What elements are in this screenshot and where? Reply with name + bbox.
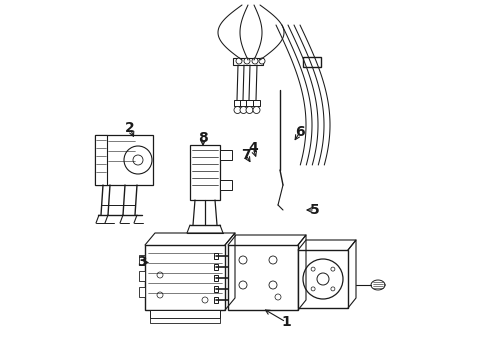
Circle shape [251, 58, 258, 64]
Text: 4: 4 [247, 141, 257, 155]
Circle shape [274, 294, 281, 300]
Text: 8: 8 [198, 131, 207, 145]
Circle shape [133, 155, 142, 165]
Circle shape [303, 259, 342, 299]
Circle shape [310, 287, 314, 291]
Circle shape [157, 292, 163, 298]
Circle shape [202, 297, 207, 303]
Circle shape [157, 272, 163, 278]
Bar [214, 286, 218, 292]
Bar [190, 145, 220, 200]
Bar [95, 135, 153, 185]
Circle shape [330, 287, 334, 291]
Text: 2: 2 [125, 121, 135, 135]
Bar [139, 287, 145, 297]
Bar [220, 180, 231, 190]
Circle shape [268, 256, 276, 264]
Circle shape [234, 107, 241, 113]
Bar [214, 253, 218, 259]
Bar [139, 255, 145, 265]
Bar [303, 57, 320, 67]
Circle shape [245, 107, 252, 113]
Bar [150, 310, 220, 318]
Circle shape [316, 273, 328, 285]
Text: 1: 1 [281, 315, 290, 329]
Circle shape [330, 267, 334, 271]
Bar [232, 58, 263, 65]
Circle shape [239, 256, 246, 264]
Circle shape [268, 281, 276, 289]
Text: 6: 6 [295, 125, 304, 139]
Text: 7: 7 [241, 148, 250, 162]
Bar [95, 135, 107, 185]
Circle shape [239, 281, 246, 289]
Bar [214, 297, 218, 303]
Bar [220, 150, 231, 160]
Bar [234, 100, 241, 106]
Circle shape [244, 58, 249, 64]
Circle shape [310, 267, 314, 271]
Text: 3: 3 [137, 255, 146, 269]
Bar [150, 318, 220, 323]
Circle shape [124, 146, 152, 174]
Bar [252, 100, 260, 106]
Bar [245, 100, 252, 106]
Circle shape [240, 107, 246, 113]
Circle shape [259, 58, 264, 64]
Circle shape [236, 58, 242, 64]
Bar [227, 245, 297, 310]
Bar [145, 245, 224, 310]
Bar [297, 250, 347, 308]
Circle shape [252, 107, 260, 113]
Bar [214, 275, 218, 281]
Bar [139, 271, 145, 281]
Text: 5: 5 [309, 203, 319, 217]
Bar [214, 264, 218, 270]
Bar [240, 100, 246, 106]
